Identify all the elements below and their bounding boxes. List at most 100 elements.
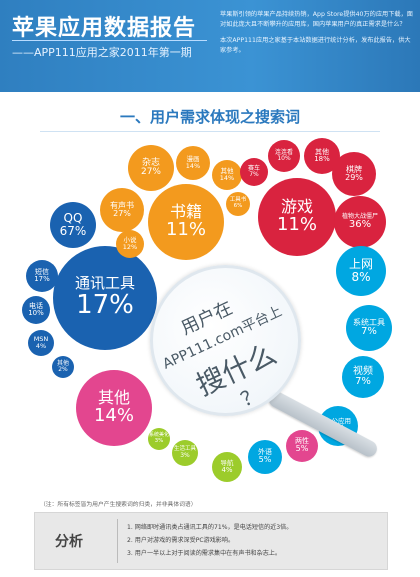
bubble-novel: 小说 12% <box>116 230 144 258</box>
lens-question-mark: ？ <box>236 381 266 412</box>
bubble-label: 工具书 <box>229 197 247 204</box>
analysis-item: 1. 网络即时通讯类占通讯工具的71%，是电话短信的近3倍。 <box>127 524 293 531</box>
analysis-item: 3. 用户一半以上对于阅读的需求集中在有声书和杂志上。 <box>127 550 282 557</box>
footnote: （注：所有标签皆为用户产生搜索词的归类，并非具体词语） <box>40 502 197 508</box>
bubble-label: 上网 <box>348 257 373 272</box>
bubble-value: 8% <box>351 270 371 284</box>
bubble-foreign-language: 外语 5% <box>248 440 282 474</box>
description-paragraph-1: 苹果斯引领的苹果产品持续热销，App Store提供40万的应用下载，面对如此庞… <box>220 11 413 28</box>
bubble-value: 10% <box>277 155 291 162</box>
bubble-label: 系统工具 <box>353 317 385 327</box>
bubble-internet: 上网 8% <box>336 246 386 296</box>
bubble-label: 其他 <box>220 167 234 176</box>
bubble-value: 67% <box>59 224 87 238</box>
bubble-label: 其他 <box>97 388 130 408</box>
bubble-label: 书籍 <box>169 202 202 222</box>
bubble-value: 14% <box>219 174 235 182</box>
bubble-comic: 漫画 14% <box>176 146 210 180</box>
header-banner: 苹果应用数据报告 ——APP111应用之家2011年第一期 苹果斯引领的苹果产品… <box>0 0 420 92</box>
section-title: 一、用户需求体现之搜索词 <box>119 108 300 126</box>
bubble-phone: 电话 10% <box>22 296 50 324</box>
bubble-label: QQ <box>63 211 83 226</box>
bubble-value: 7% <box>355 376 371 387</box>
bubble-chess: 棋牌 29% <box>332 152 376 196</box>
bubble-label: 通讯工具 <box>74 274 135 293</box>
bubble-audiobook: 有声书 27% <box>100 188 144 232</box>
bubble-label: 赛车 <box>247 164 260 172</box>
bubble-label: 视频 <box>353 365 373 377</box>
bubble-sms: 短信 17% <box>26 260 58 292</box>
bubble-label: 外语 <box>258 448 272 457</box>
bubble-label: 导航 <box>220 458 234 467</box>
bubble-value: 36% <box>348 218 372 230</box>
magnifier-lens: 用户在 APP111.com平台上 搜什么 ？ <box>150 265 301 416</box>
bubble-label: 其他 <box>315 147 329 156</box>
bubble-communication: 通讯工具 17% <box>53 246 157 350</box>
bubble-label: 游戏 <box>280 197 313 217</box>
bubble-value: 2% <box>58 366 68 373</box>
bubble-value: 6% <box>233 203 243 209</box>
section-divider <box>40 131 380 132</box>
bubble-pvz: 植物大战僵尸 36% <box>334 196 386 248</box>
bubble-value: 27% <box>113 209 131 218</box>
bubble-label: 漫画 <box>186 155 200 164</box>
bubble-value: 4% <box>221 465 233 474</box>
bubble-label: 电话 <box>29 301 43 310</box>
bubble-label: MSN <box>33 335 49 344</box>
bubble-value: 11% <box>276 213 317 235</box>
bubble-value: 14% <box>185 162 201 170</box>
bubble-label: 棋牌 <box>346 164 362 174</box>
description-paragraph-2: 本次APP111应用之家基于本站数据进行统计分析，发布此报告，供大家参考。 <box>220 37 411 54</box>
bubble-label: 有声书 <box>110 200 134 210</box>
bubble-label: 系统美化 <box>148 432 169 439</box>
bubble-system-tools: 系统工具 7% <box>346 305 392 351</box>
bubble-value: 5% <box>258 455 272 465</box>
bubble-qq: QQ 67% <box>50 202 96 248</box>
magnifier-handle <box>266 388 380 460</box>
bubble-lianliankan: 连连看 10% <box>268 140 300 172</box>
bubble-books: 书籍 11% <box>148 184 224 260</box>
analysis-item: 2. 用户对游戏的需求深受PC游戏影响。 <box>127 537 235 544</box>
bubble-others: 其他 14% <box>76 370 152 446</box>
bubble-toolbook: 工具书 6% <box>226 192 250 216</box>
bubble-value: 7% <box>249 171 259 178</box>
page-title: 苹果应用数据报告 <box>12 16 197 41</box>
bubble-value: 27% <box>140 167 161 177</box>
bubble-value: 12% <box>122 243 138 251</box>
bubble-gender: 两性 5% <box>286 430 318 462</box>
bubble-system-beautify: 系统美化 3% <box>148 428 170 450</box>
bubble-label: 两性 <box>295 437 309 446</box>
bubble-comm-other: 其他 2% <box>52 356 74 378</box>
bubble-label: 小说 <box>123 236 137 245</box>
bubble-value: 3% <box>180 451 190 459</box>
bubble-msn: MSN 4% <box>28 330 54 356</box>
bubble-label: 生活工具 <box>173 445 196 452</box>
bubble-label: 办公应用 <box>325 416 351 425</box>
bubble-value: 7% <box>361 325 377 337</box>
header-description: 苹果斯引领的苹果产品持续热销，App Store提供40万的应用下载，面对如此庞… <box>220 10 415 62</box>
analysis-title: 分析 <box>55 534 83 550</box>
bubble-value: 10% <box>28 309 44 317</box>
page-subtitle: ——APP111应用之家2011年第一期 <box>12 46 192 59</box>
bubble-value: 4% <box>35 342 47 350</box>
bubble-value: 11% <box>165 218 206 240</box>
bubble-label: 植物大战僵尸 <box>341 212 378 220</box>
bubble-racing: 赛车 7% <box>240 158 268 186</box>
bubble-label: 短信 <box>35 267 49 276</box>
analysis-divider <box>117 519 118 563</box>
bubble-video: 视频 7% <box>342 356 384 398</box>
bubble-life-tools: 生活工具 3% <box>172 440 198 466</box>
bubble-value: 5% <box>295 444 309 454</box>
bubble-label: 杂志 <box>141 157 160 168</box>
bubble-value: 3% <box>154 437 164 444</box>
bubble-games: 游戏 11% <box>258 178 336 256</box>
analysis-list: 1. 网络即时通讯类占通讯工具的71%，是电话短信的近3倍。 2. 用户对游戏的… <box>127 521 292 560</box>
bubble-nav: 导航 4% <box>212 452 242 482</box>
bubble-label: 连连看 <box>274 148 293 156</box>
title-divider <box>12 40 207 41</box>
bubble-value: 14% <box>93 404 134 426</box>
bubble-value: 18% <box>314 155 330 163</box>
bubble-value: 17% <box>76 290 134 321</box>
bubble-magazine: 杂志 27% <box>128 145 174 191</box>
